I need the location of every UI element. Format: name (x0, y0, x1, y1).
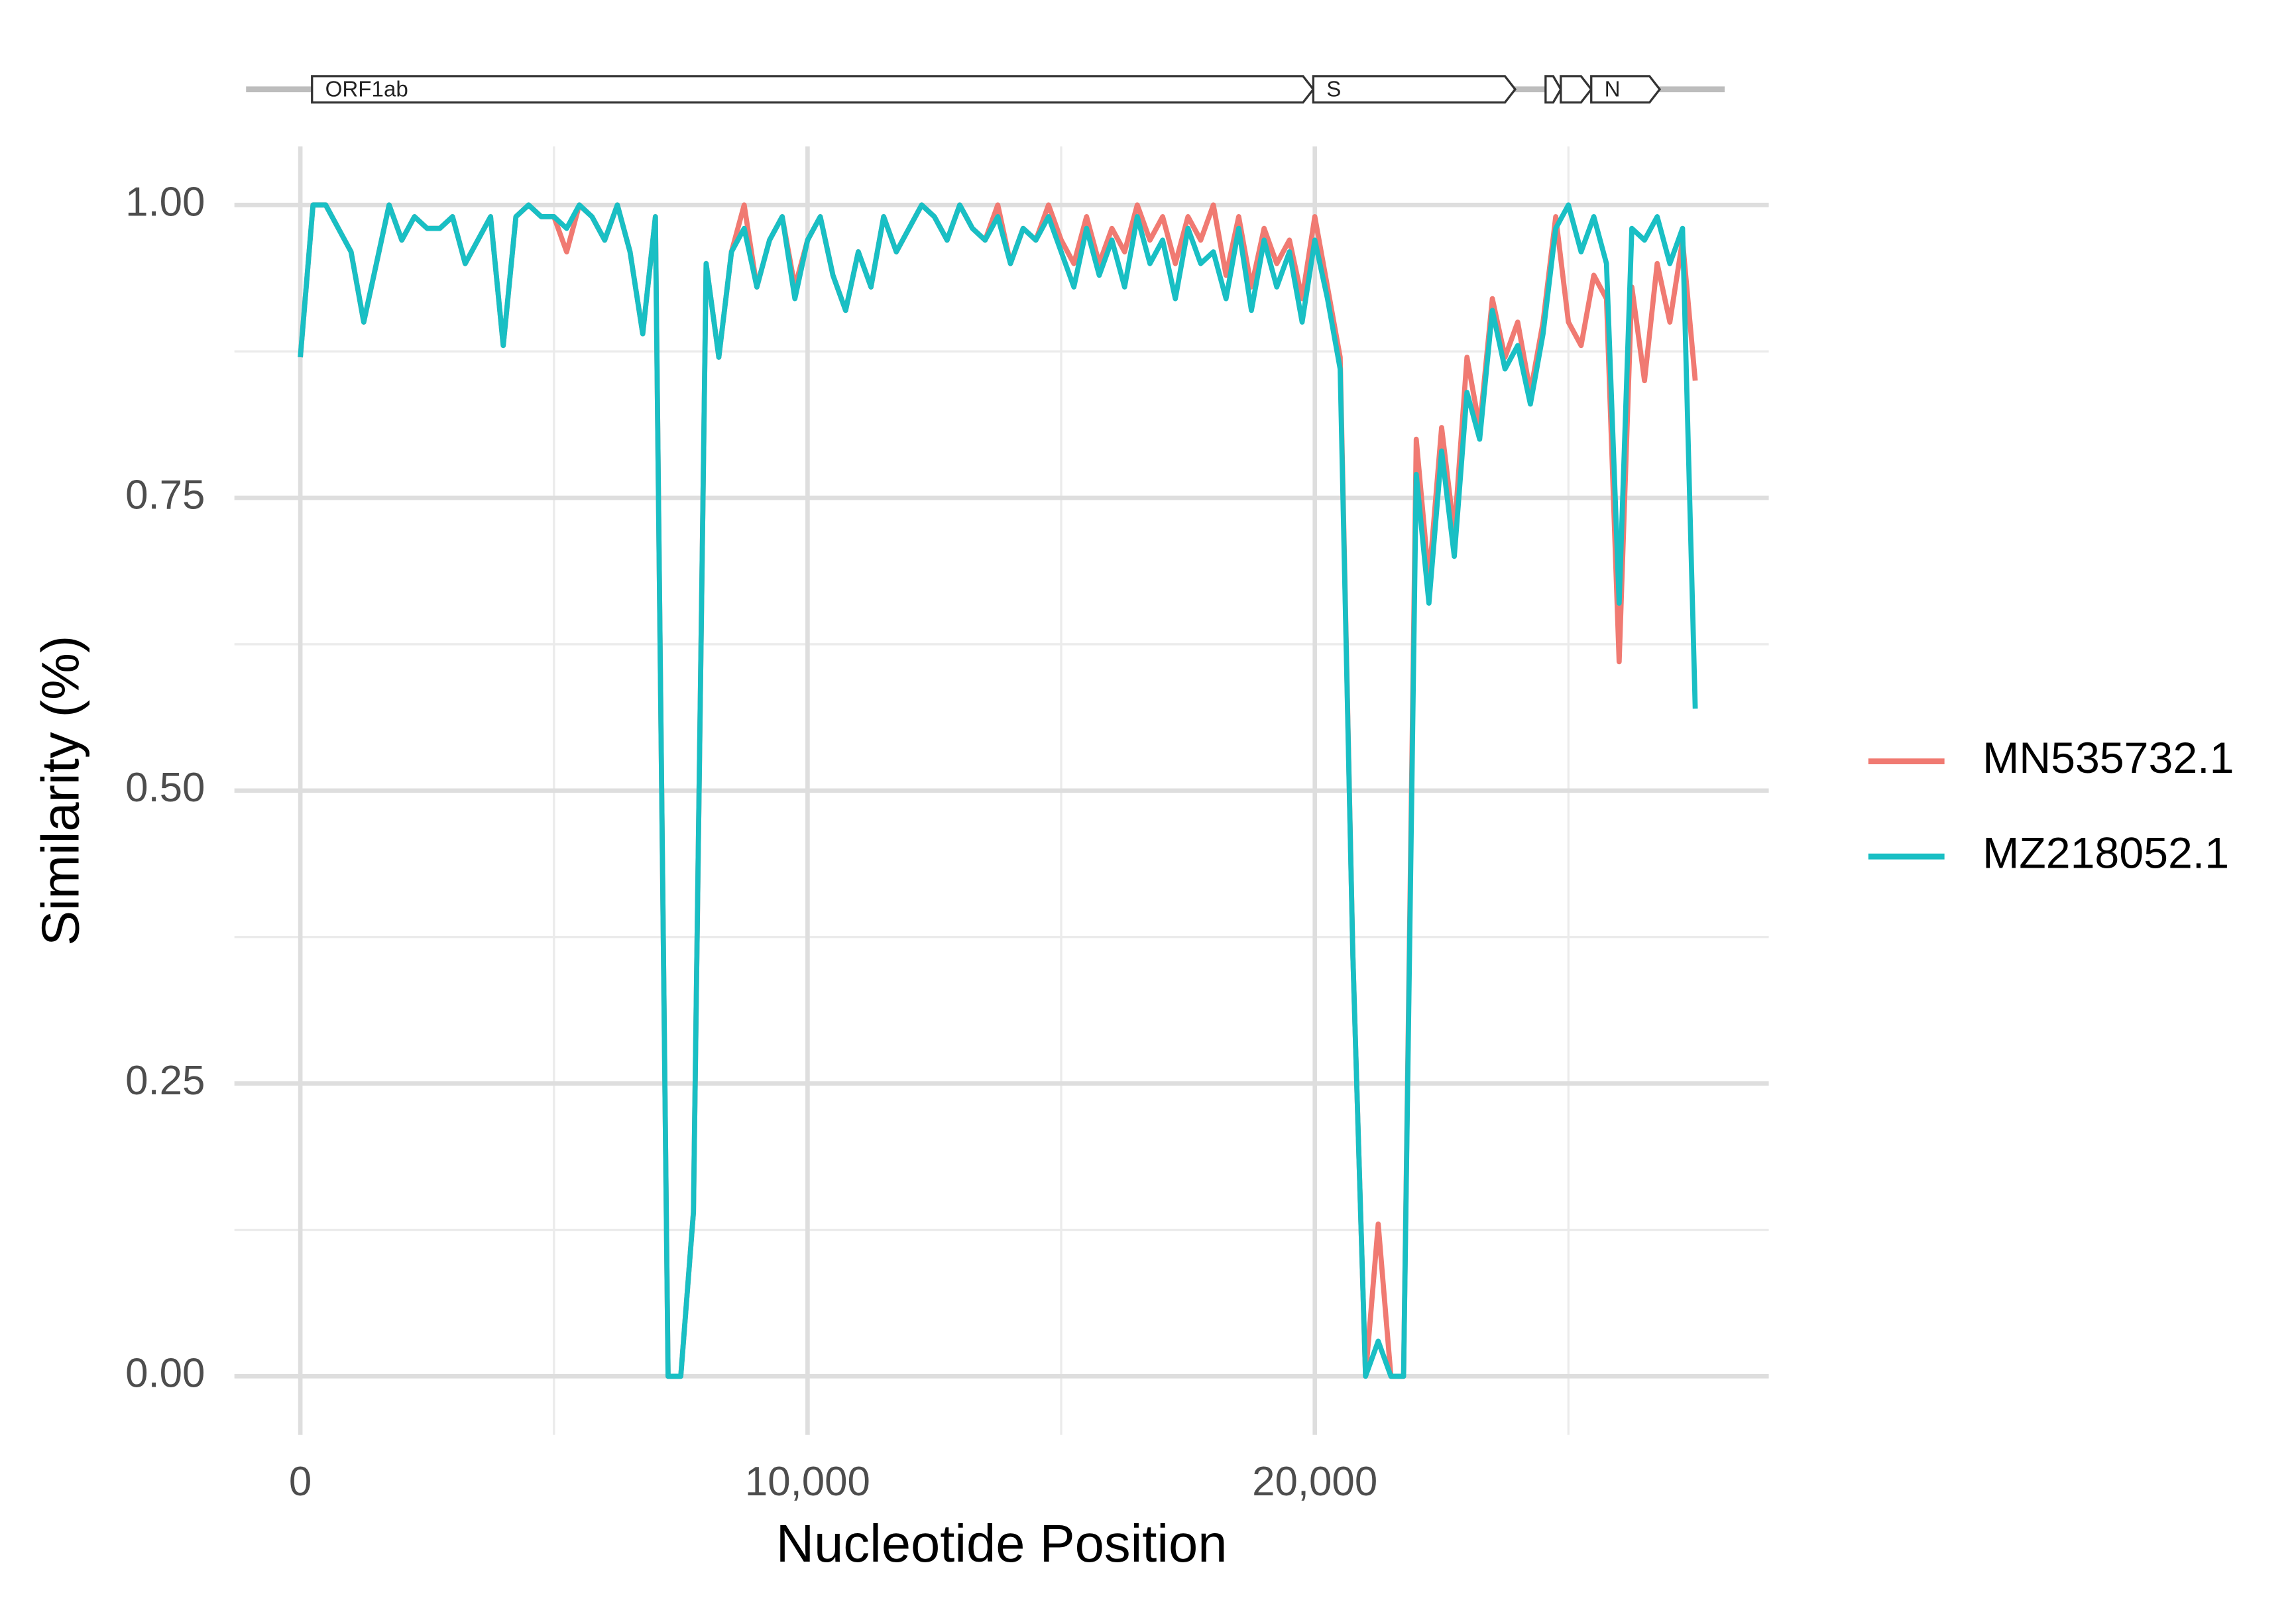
gene-arrow (1312, 75, 1517, 104)
x-tick-label: 20,000 (1252, 1459, 1377, 1505)
gene-arrow (1544, 75, 1562, 104)
gene-arrow (1590, 75, 1662, 104)
series-line (298, 202, 1698, 1379)
gene-arrow (311, 75, 1315, 104)
y-tick-label: 0.00 (125, 1351, 205, 1397)
x-tick-label: 10,000 (745, 1459, 870, 1505)
gene-label: S (1326, 78, 1341, 102)
x-tick-label: 0 (289, 1459, 312, 1505)
legend-label: MZ218052.1 (1982, 829, 2229, 878)
gene-arrow (1560, 75, 1593, 104)
y-tick-label: 0.25 (125, 1058, 205, 1104)
legend-label: MN535732.1 (1982, 734, 2234, 783)
y-axis-title: Similarity (%) (30, 636, 89, 946)
gene-label: ORF1ab (325, 78, 408, 102)
x-axis-title: Nucleotide Position (776, 1514, 1228, 1573)
y-tick-label: 0.50 (125, 765, 205, 811)
gene-label: N (1605, 78, 1621, 102)
y-tick-label: 1.00 (125, 180, 205, 225)
y-tick-label: 0.75 (125, 472, 205, 518)
